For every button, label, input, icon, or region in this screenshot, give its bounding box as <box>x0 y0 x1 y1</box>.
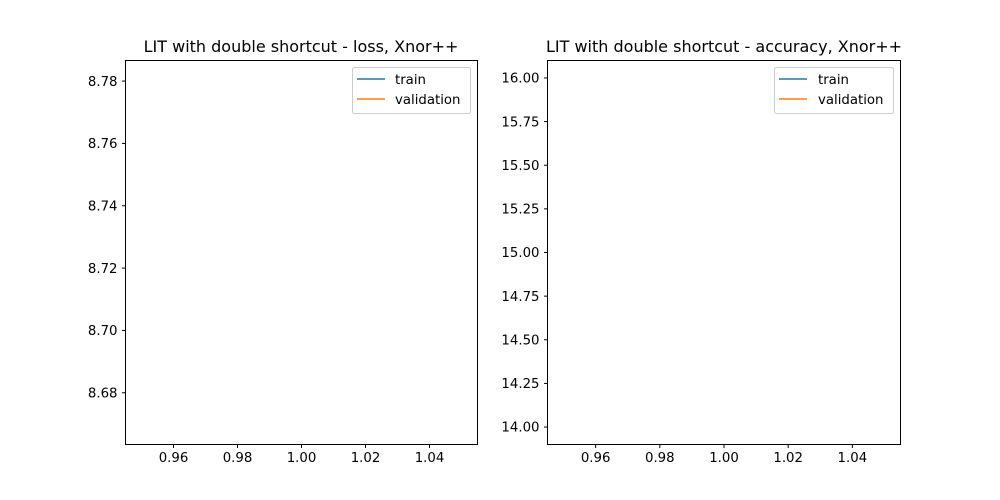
loss-legend-train-label: train <box>395 73 426 88</box>
accuracy-y-tick-label: 14.75 <box>501 290 539 305</box>
accuracy-y-tick-label: 15.75 <box>501 115 539 130</box>
accuracy-x-tick-label: 0.96 <box>581 451 611 466</box>
accuracy-chart-x-ticks: 0.96 0.98 1.00 1.02 1.04 <box>581 444 868 466</box>
accuracy-legend-validation-label: validation <box>818 93 883 108</box>
loss-chart-y-ticks: 8.68 8.70 8.72 8.74 8.76 8.78 <box>88 75 126 401</box>
accuracy-y-tick-label: 14.00 <box>501 421 539 436</box>
accuracy-x-tick-label: 1.04 <box>838 451 868 466</box>
accuracy-y-tick-label: 14.25 <box>501 377 539 392</box>
loss-y-tick-label: 8.70 <box>88 324 118 339</box>
loss-chart-axes <box>125 60 478 445</box>
accuracy-y-tick-label: 15.00 <box>501 246 539 261</box>
loss-legend-validation-label: validation <box>395 93 460 108</box>
loss-chart-legend: train validation <box>352 67 471 114</box>
loss-y-tick-label: 8.74 <box>88 199 118 214</box>
loss-y-tick-label: 8.78 <box>88 75 118 90</box>
loss-y-tick-label: 8.68 <box>88 386 118 401</box>
loss-chart-x-ticks: 0.96 0.98 1.00 1.02 1.04 <box>159 444 445 466</box>
accuracy-chart-axes <box>547 60 901 445</box>
accuracy-x-tick-label: 1.00 <box>709 451 739 466</box>
loss-x-tick-label: 1.04 <box>415 451 445 466</box>
loss-chart-title: LIT with double shortcut - loss, Xnor++ <box>144 37 459 56</box>
loss-chart: LIT with double shortcut - loss, Xnor++ … <box>88 37 478 466</box>
accuracy-y-tick-label: 15.25 <box>501 203 539 218</box>
accuracy-y-tick-label: 14.50 <box>501 333 539 348</box>
loss-y-tick-label: 8.76 <box>88 137 118 152</box>
accuracy-chart-legend: train validation <box>774 67 894 114</box>
accuracy-x-tick-label: 0.98 <box>645 451 675 466</box>
loss-x-tick-label: 0.96 <box>159 451 189 466</box>
loss-y-tick-label: 8.72 <box>88 262 118 277</box>
accuracy-y-tick-label: 16.00 <box>501 72 539 87</box>
loss-x-tick-label: 0.98 <box>223 451 253 466</box>
accuracy-x-tick-label: 1.02 <box>773 451 803 466</box>
loss-x-tick-label: 1.02 <box>351 451 381 466</box>
accuracy-y-tick-label: 15.50 <box>501 159 539 174</box>
accuracy-legend-train-label: train <box>818 73 849 88</box>
loss-x-tick-label: 1.00 <box>287 451 317 466</box>
accuracy-chart: LIT with double shortcut - accuracy, Xno… <box>501 37 902 466</box>
accuracy-chart-title: LIT with double shortcut - accuracy, Xno… <box>546 37 902 56</box>
accuracy-chart-y-ticks: 14.00 14.25 14.50 14.75 15.00 15.25 15.50 15.75… <box>501 72 548 436</box>
